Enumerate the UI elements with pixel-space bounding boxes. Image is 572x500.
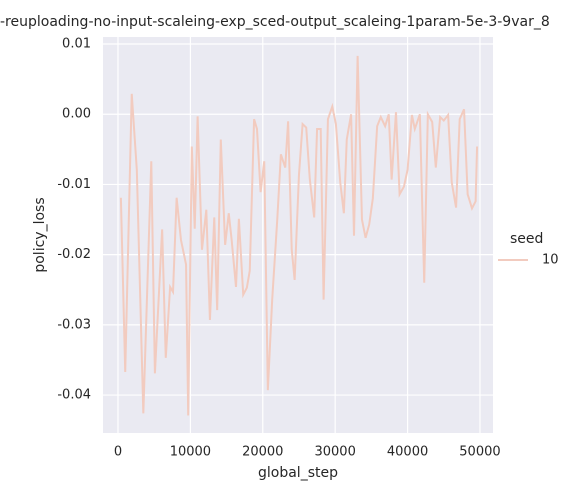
y-tick-label: 0.01 (62, 37, 91, 52)
x-tick-label: 10000 (170, 445, 211, 460)
y-tick-label: -0.01 (57, 177, 91, 192)
y-axis-label: policy_loss (32, 197, 48, 272)
x-tick-label: 30000 (314, 445, 355, 460)
legend-title: seed (510, 231, 543, 247)
y-tick-label: -0.02 (57, 247, 91, 262)
y-tick-label: -0.03 (57, 317, 91, 332)
y-tick-label: 0.00 (62, 107, 91, 122)
y-tick-label: -0.04 (57, 388, 91, 403)
x-tick-label: 20000 (242, 445, 283, 460)
x-tick-label: 40000 (387, 445, 428, 460)
x-tick-label: 50000 (459, 445, 500, 460)
legend-label: 10 (542, 253, 559, 268)
plot-area (103, 37, 493, 433)
x-tick-label: 0 (114, 445, 122, 460)
line (119, 55, 479, 416)
chart-title: -reuploading-no-input-scaleing-exp_sced-… (0, 14, 550, 30)
x-axis-label: global_step (258, 465, 338, 481)
